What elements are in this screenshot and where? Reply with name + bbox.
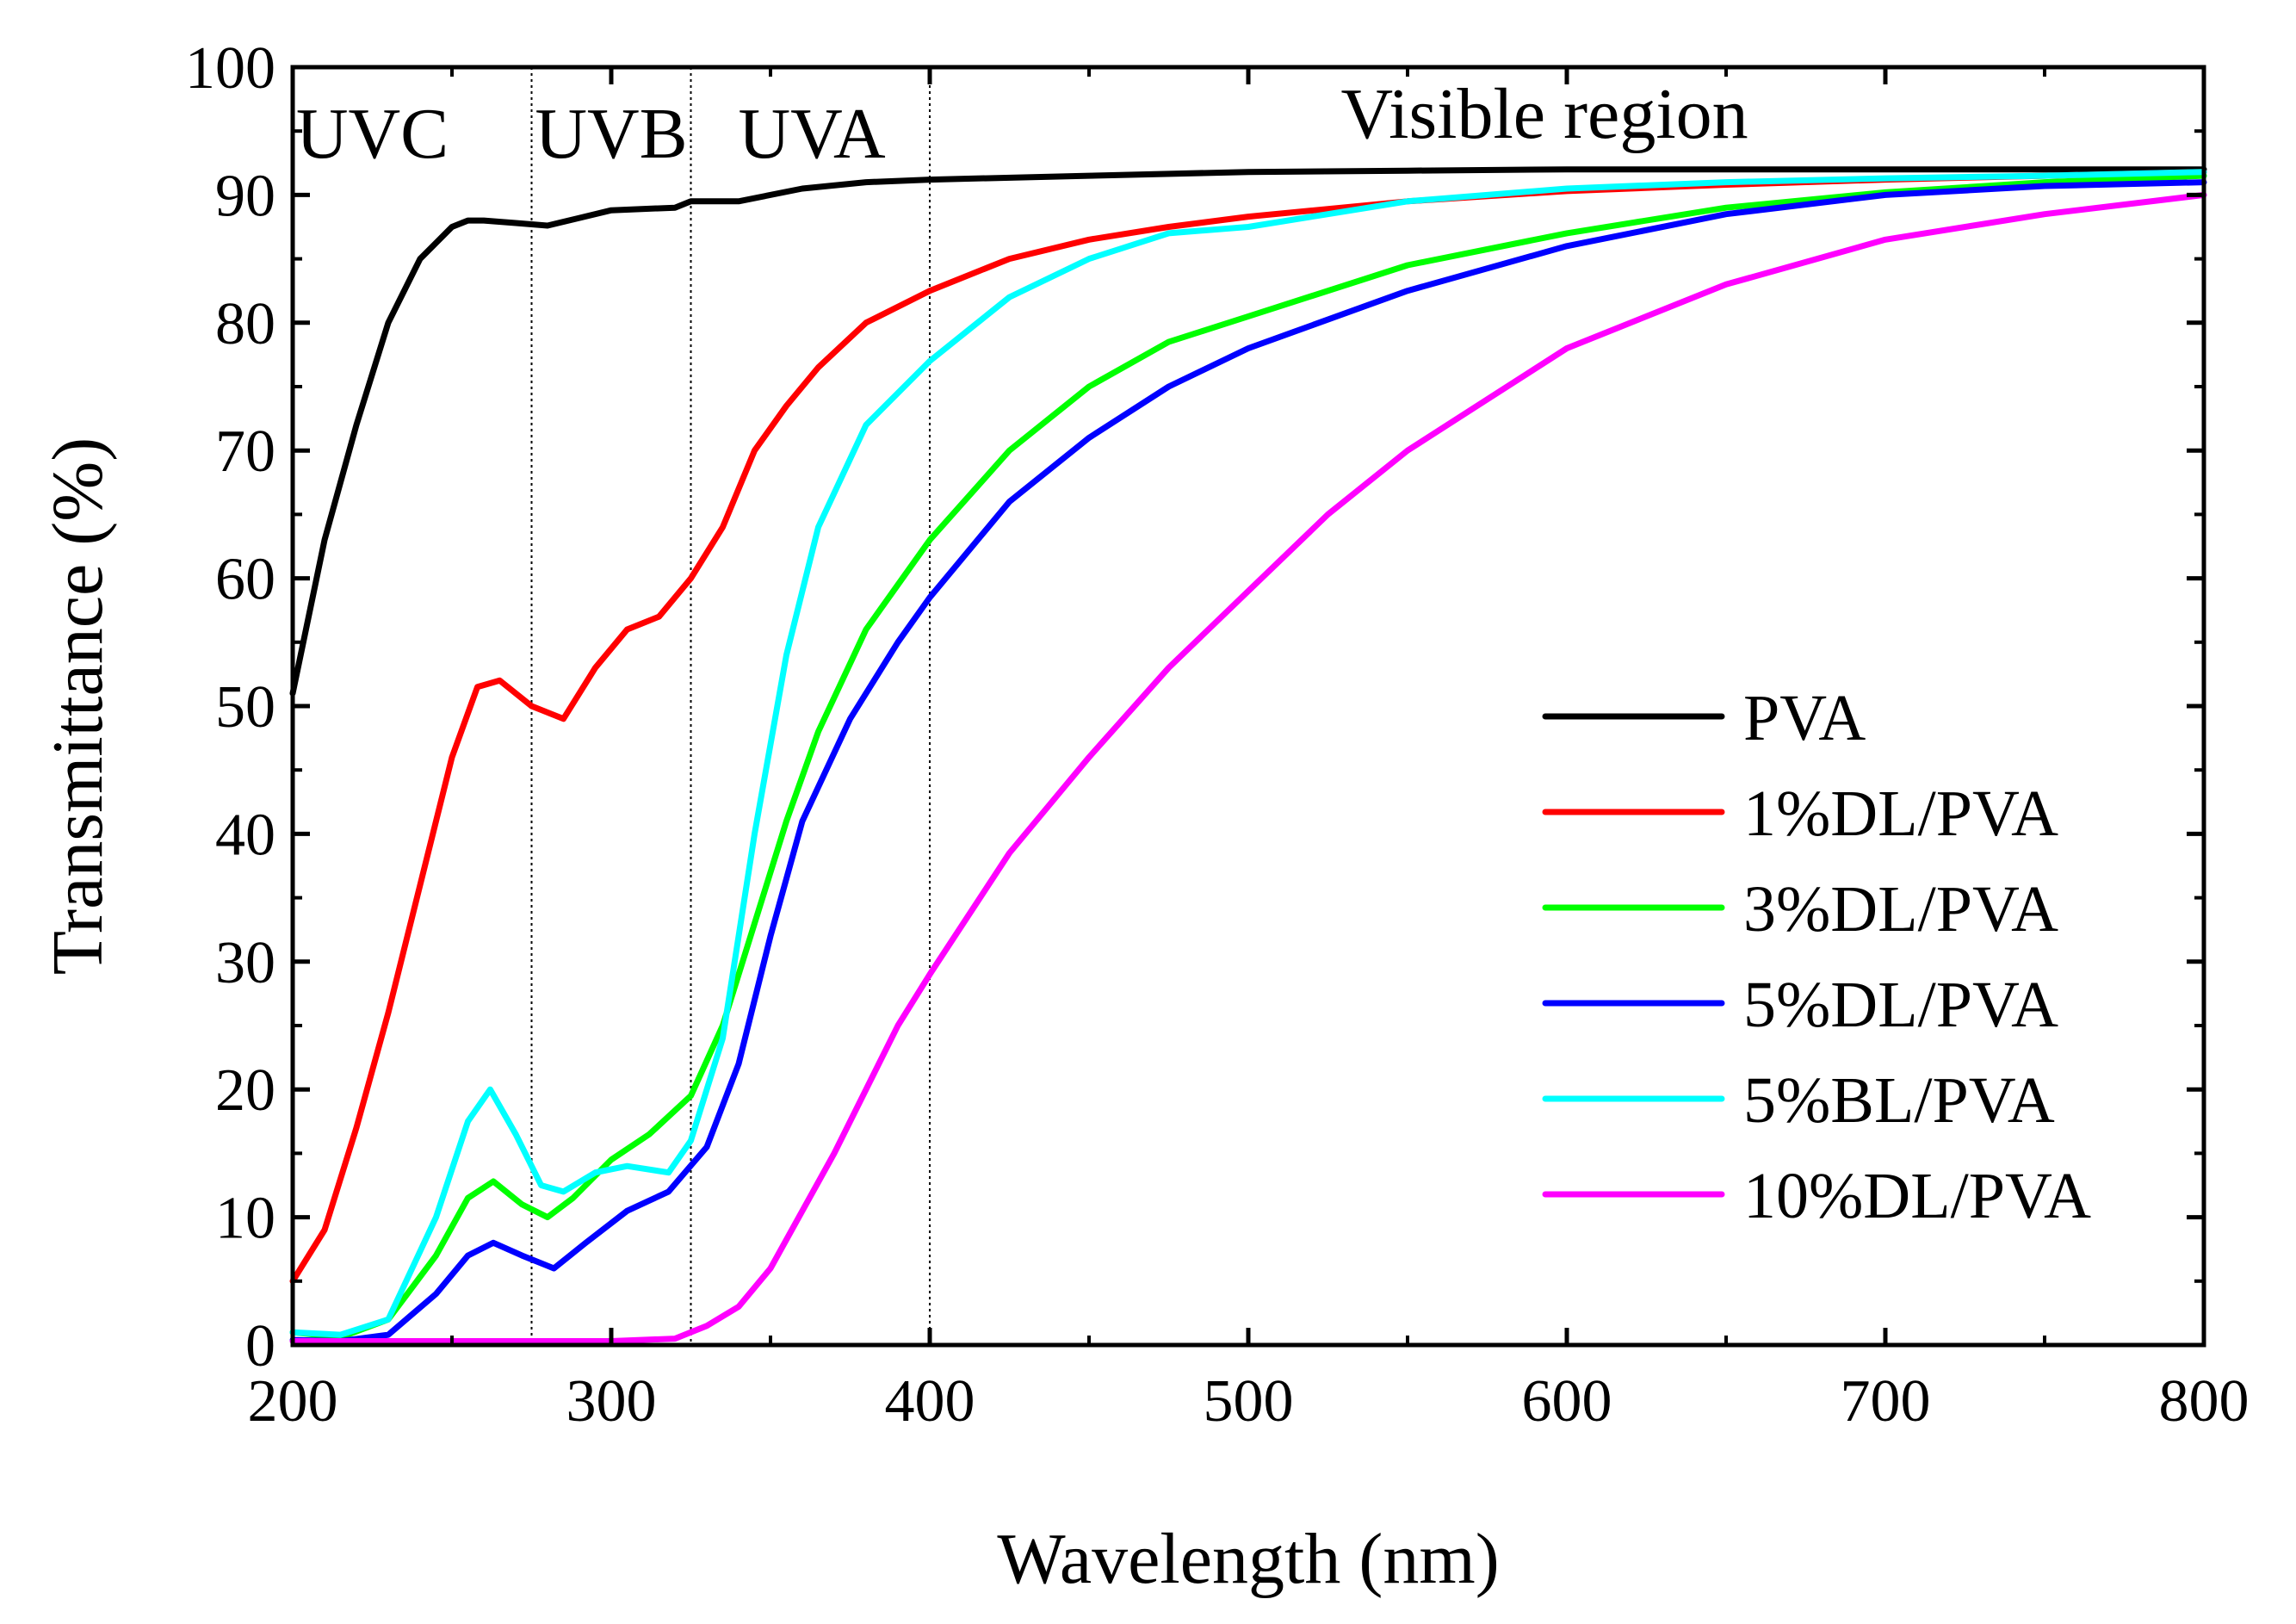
y-axis-title: Transmittance (%) <box>38 437 118 975</box>
y-tick-label: 50 <box>215 674 275 741</box>
y-tick-label: 20 <box>215 1057 275 1124</box>
x-tick-label: 700 <box>1841 1368 1931 1435</box>
x-axis-title: Wavelength (nm) <box>997 1519 1499 1599</box>
x-tick-label: 600 <box>1522 1368 1612 1435</box>
legend-label: PVA <box>1743 682 1866 754</box>
series-line-5-bl-pva <box>289 169 2207 1338</box>
x-tick-label: 200 <box>248 1368 338 1435</box>
region-label-uva: UVA <box>739 94 886 174</box>
x-tick-label: 400 <box>885 1368 975 1435</box>
region-labels: UVC UVB UVA Visible region <box>296 74 1748 174</box>
region-boundary-lines <box>530 67 931 1345</box>
series-lines <box>289 166 2207 1344</box>
y-tick-label: 30 <box>215 930 275 996</box>
x-tick-label: 300 <box>566 1368 657 1435</box>
region-label-visible-region: Visible region <box>1340 74 1748 154</box>
series-line-5-dl-pva <box>289 179 2207 1344</box>
x-tick-label: 500 <box>1204 1368 1294 1435</box>
x-tick-label: 800 <box>2159 1368 2250 1435</box>
region-label-uvc: UVC <box>296 94 449 174</box>
series-line-3-dl-pva <box>289 172 2207 1341</box>
y-tick-label: 60 <box>215 547 275 613</box>
series-line-pva <box>289 166 2207 697</box>
axis-ticks: 200 300 400 500 600 700 800 0 10 20 30 40 50 60 70 80 90… <box>185 35 2250 1435</box>
y-tick-label: 70 <box>215 418 275 485</box>
series-line-10-dl-pva <box>289 191 2207 1344</box>
legend: PVA 1%DL/PVA 3%DL/PVA 5%DL/PVA 5%BL/PVA 10%DL… <box>1542 682 2091 1232</box>
y-tick-label: 10 <box>215 1186 275 1252</box>
legend-label: 5%BL/PVA <box>1743 1064 2055 1137</box>
legend-label: 5%DL/PVA <box>1743 969 2058 1041</box>
y-tick-label: 40 <box>215 802 275 868</box>
legend-label: 3%DL/PVA <box>1743 873 2058 945</box>
region-label-uvb: UVB <box>535 94 687 174</box>
y-tick-label: 80 <box>215 291 275 357</box>
y-tick-label: 90 <box>215 163 275 229</box>
legend-label: 1%DL/PVA <box>1743 778 2058 850</box>
y-tick-label: 0 <box>245 1313 275 1379</box>
y-tick-label: 100 <box>185 35 275 102</box>
plot-frame <box>290 65 2206 1348</box>
legend-label: 10%DL/PVA <box>1743 1160 2091 1232</box>
